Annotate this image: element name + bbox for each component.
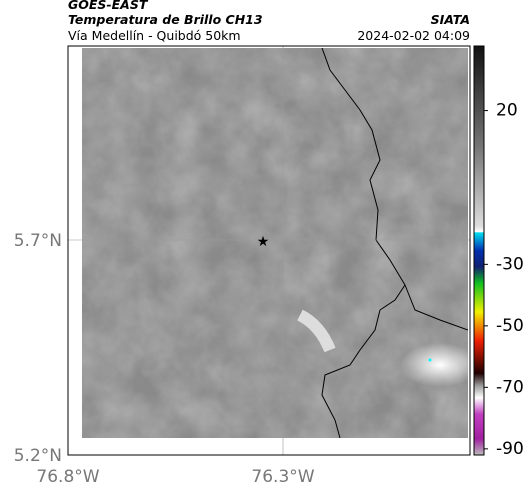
colorbar-tick-label: -90 bbox=[496, 439, 524, 459]
subtitle: Temperatura de Brillo CH13 bbox=[68, 12, 263, 27]
colorbar-tick-label: -30 bbox=[496, 254, 524, 274]
source: SIATA bbox=[431, 12, 470, 27]
location: Vía Medellín - Quibdó 50km bbox=[68, 28, 241, 43]
colorbar-tick-label: -70 bbox=[496, 377, 524, 397]
lat-label: 5.7°N bbox=[14, 231, 62, 251]
colorbar-ticks: 20 -30 -50 -70 -90 bbox=[484, 101, 524, 459]
colorbar bbox=[473, 45, 485, 456]
timestamp: 2024-02-02 04:09 bbox=[357, 28, 470, 43]
title: GOES-EAST bbox=[68, 0, 149, 12]
lon-label: 76.8°W bbox=[36, 467, 99, 487]
colorbar-tick-label: 20 bbox=[496, 101, 518, 121]
lat-label: 5.2°N bbox=[14, 446, 62, 466]
map: ★ bbox=[67, 45, 471, 456]
colorbar-tick-label: -50 bbox=[496, 316, 524, 336]
lon-label: 76.3°W bbox=[251, 467, 314, 487]
svg-text:★: ★ bbox=[257, 234, 270, 250]
